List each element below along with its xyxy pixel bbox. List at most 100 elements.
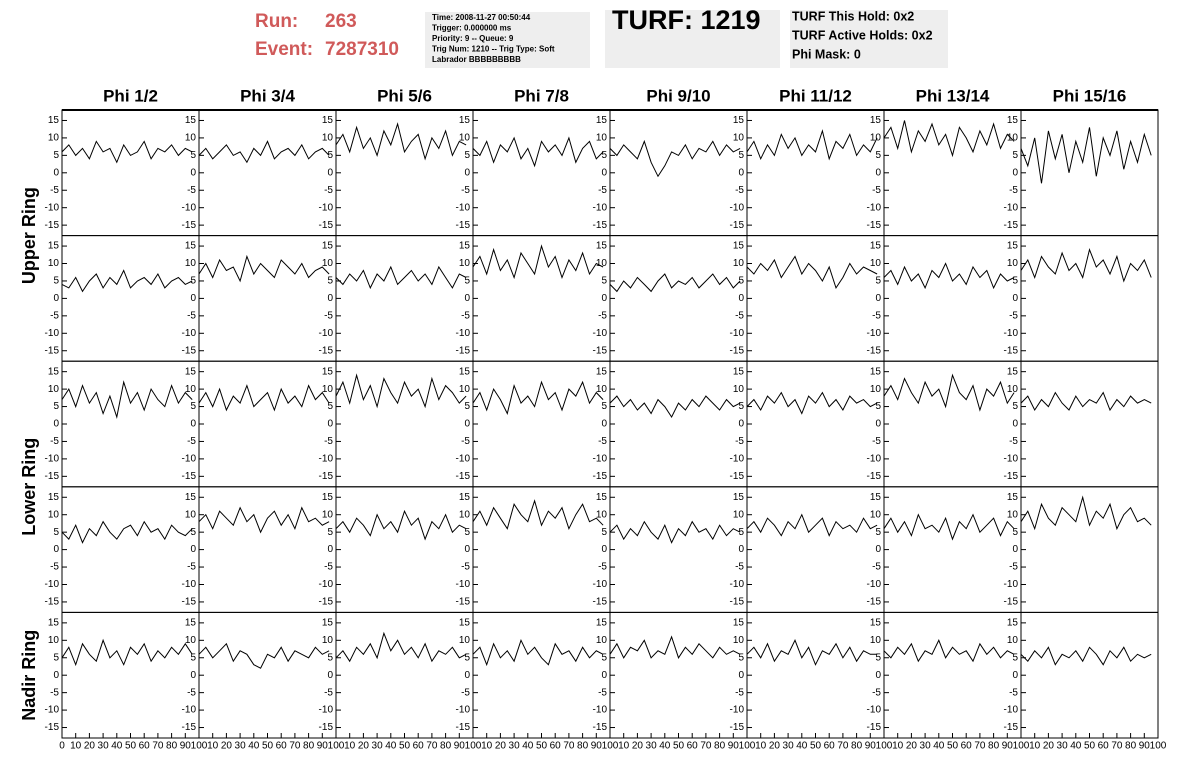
y-tick-label: 5 — [190, 401, 196, 412]
y-tick-label: 5 — [738, 652, 744, 663]
panel-frame — [746, 360, 885, 488]
y-tick-label: 15 — [596, 241, 608, 252]
y-tick-label: 0 — [53, 544, 59, 555]
y-tick-label: 15 — [459, 492, 471, 503]
x-tick-label: 70 — [289, 741, 301, 752]
y-tick-label: 5 — [875, 652, 881, 663]
x-tick-label: 30 — [372, 741, 384, 752]
y-tick-label: 5 — [738, 401, 744, 412]
column-label: Phi 7/8 — [514, 86, 569, 105]
x-tick-label: 20 — [632, 741, 644, 752]
y-tick-label: 5 — [601, 401, 607, 412]
x-tick-label: 100 — [1013, 741, 1030, 752]
y-tick-label: -10 — [867, 202, 882, 213]
y-tick-label: 10 — [185, 258, 197, 269]
info-line: Priority: 9 -- Queue: 9 — [432, 34, 514, 43]
y-tick-label: -5 — [1009, 562, 1018, 573]
y-tick-label: -5 — [50, 687, 59, 698]
y-tick-label: 0 — [53, 167, 59, 178]
y-tick-label: 10 — [185, 635, 197, 646]
x-tick-label: 90 — [1139, 741, 1151, 752]
y-tick-label: -10 — [182, 705, 197, 716]
y-tick-label: 0 — [875, 419, 881, 430]
y-tick-label: -15 — [1004, 471, 1019, 482]
x-tick-label: 60 — [824, 741, 836, 752]
info-box — [425, 12, 590, 68]
x-tick-label: 40 — [385, 741, 397, 752]
waveform — [1020, 495, 1152, 531]
y-tick-label: -10 — [1004, 705, 1019, 716]
y-tick-label: 15 — [1007, 241, 1019, 252]
x-tick-label: 90 — [865, 741, 877, 752]
waveform — [335, 509, 467, 541]
y-tick-label: 10 — [48, 133, 60, 144]
y-tick-label: -15 — [730, 220, 745, 231]
y-tick-label: 5 — [875, 276, 881, 287]
y-tick-label: 15 — [870, 492, 882, 503]
x-tick-label: 0 — [59, 741, 65, 752]
y-tick-label: 10 — [322, 133, 334, 144]
x-tick-label: 40 — [659, 741, 671, 752]
y-tick-label: -15 — [867, 722, 882, 733]
y-tick-label: -10 — [1004, 328, 1019, 339]
y-tick-label: 0 — [601, 670, 607, 681]
y-tick-label: 10 — [48, 509, 60, 520]
y-tick-label: 0 — [327, 419, 333, 430]
y-tick-label: -5 — [598, 562, 607, 573]
x-tick-label: 70 — [1111, 741, 1123, 752]
y-tick-label: -10 — [456, 328, 471, 339]
panel-frame — [609, 360, 748, 488]
y-tick-label: -15 — [867, 345, 882, 356]
x-tick-label: 40 — [933, 741, 945, 752]
panel-frame — [609, 611, 748, 739]
x-tick-label: 30 — [509, 741, 521, 752]
y-tick-label: -5 — [1009, 310, 1018, 321]
y-tick-label: 10 — [733, 635, 745, 646]
x-tick-label: 90 — [728, 741, 740, 752]
column-label: Phi 15/16 — [1053, 86, 1127, 105]
y-tick-label: 5 — [53, 652, 59, 663]
y-tick-label: -15 — [319, 722, 334, 733]
x-tick-label: 90 — [317, 741, 329, 752]
waveform — [335, 122, 467, 161]
run-label: Run: — [255, 11, 298, 32]
y-tick-label: 15 — [459, 241, 471, 252]
x-tick-label: 50 — [1084, 741, 1096, 752]
x-tick-label: 50 — [262, 741, 274, 752]
panel-frame — [1020, 360, 1159, 488]
y-tick-label: -5 — [50, 185, 59, 196]
y-tick-label: 0 — [53, 293, 59, 304]
waveform — [1020, 391, 1152, 412]
y-tick-label: 10 — [48, 635, 60, 646]
x-tick-label: 10 — [618, 741, 630, 752]
x-tick-label: 50 — [947, 741, 959, 752]
x-tick-label: 70 — [974, 741, 986, 752]
y-tick-label: 10 — [1007, 384, 1019, 395]
y-tick-label: -5 — [735, 436, 744, 447]
y-tick-label: 10 — [870, 509, 882, 520]
panel-frame — [746, 611, 885, 739]
x-tick-label: 30 — [235, 741, 247, 752]
y-tick-label: 15 — [459, 366, 471, 377]
waveform — [883, 120, 1015, 158]
waveform — [883, 513, 1015, 541]
y-tick-label: 10 — [459, 509, 471, 520]
x-tick-label: 70 — [837, 741, 849, 752]
y-tick-label: -5 — [461, 310, 470, 321]
x-tick-label: 90 — [180, 741, 192, 752]
y-tick-label: -15 — [319, 471, 334, 482]
y-tick-label: 15 — [322, 115, 334, 126]
x-tick-label: 90 — [1002, 741, 1014, 752]
y-tick-label: -15 — [456, 471, 471, 482]
y-tick-label: 15 — [596, 115, 608, 126]
y-tick-label: -15 — [730, 722, 745, 733]
y-tick-label: 0 — [738, 419, 744, 430]
waveform — [61, 520, 193, 544]
y-tick-label: 0 — [53, 670, 59, 681]
y-tick-label: -10 — [1004, 579, 1019, 590]
y-tick-label: 15 — [596, 618, 608, 629]
y-tick-label: -5 — [324, 310, 333, 321]
waveform — [61, 269, 193, 293]
y-tick-label: -10 — [319, 202, 334, 213]
